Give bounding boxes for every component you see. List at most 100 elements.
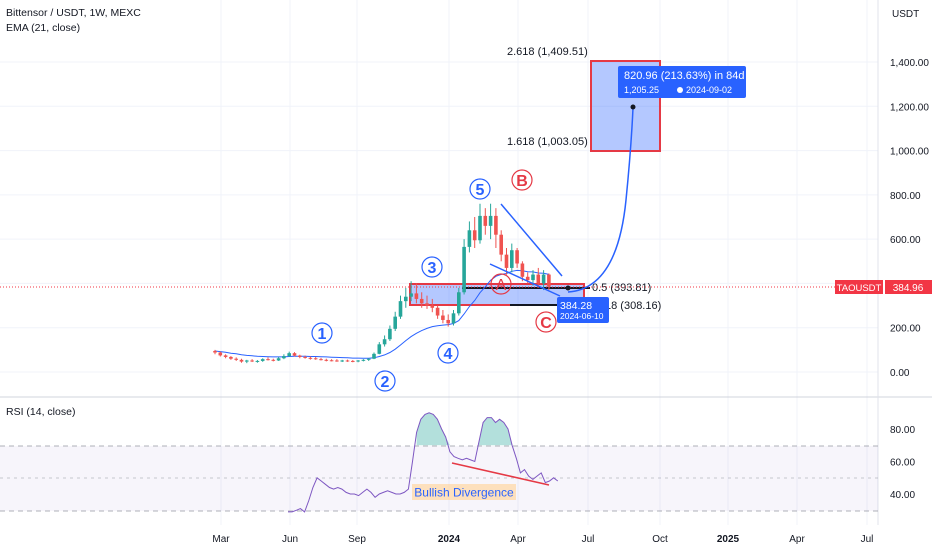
candle-body <box>292 353 297 356</box>
current-tag-date: 2024-06-10 <box>560 311 604 321</box>
time-tick-label: Jun <box>282 534 298 545</box>
candle-body <box>234 358 238 360</box>
price-axis: 0.00200.00400.00600.00800.001,000.001,20… <box>890 58 929 379</box>
fib-label-05: 0.5 (393.81) <box>592 282 651 294</box>
svg-text:2: 2 <box>381 374 390 391</box>
price-tick-label: 600.00 <box>890 235 921 246</box>
time-tick-label: Apr <box>789 534 805 545</box>
candle-body <box>393 316 397 329</box>
candle-body <box>494 215 498 235</box>
time-axis: Mar Jun Sep 2024 Apr Jul Oct 2025 Apr Jul <box>212 534 873 545</box>
price-tick-label: 1,400.00 <box>890 58 929 69</box>
fib-label-1618: 1.618 (1,003.05) <box>507 136 588 148</box>
candle-body <box>255 360 260 362</box>
candle-body <box>467 230 472 247</box>
candle-body <box>324 359 329 361</box>
current-price-tag <box>557 297 609 323</box>
svg-text:A: A <box>496 277 507 294</box>
svg-text:5: 5 <box>476 182 485 199</box>
time-tick-label: Jul <box>582 534 595 545</box>
candle-body <box>335 360 339 362</box>
wave-label-5[interactable]: 5 <box>469 178 491 200</box>
candle-body <box>547 274 551 287</box>
rsi-line <box>288 412 559 513</box>
wave-label-a[interactable]: A <box>490 273 512 295</box>
candle-body <box>351 360 355 362</box>
rsi-tick-label: 60.00 <box>890 458 915 469</box>
candle-body <box>287 353 291 357</box>
price-tick-label: 800.00 <box>890 191 921 202</box>
time-tick-label: Mar <box>212 534 230 545</box>
candle-body <box>541 274 546 284</box>
divergence-label-bg <box>412 484 516 500</box>
candle-body <box>377 344 382 354</box>
price-tick-label: 200.00 <box>890 324 921 335</box>
wave-label-3[interactable]: 3 <box>421 256 443 278</box>
candle-body <box>313 358 318 360</box>
wedge-lower-line[interactable] <box>489 263 561 297</box>
candle-body <box>398 301 403 317</box>
time-tick-label: 2024 <box>438 534 461 545</box>
time-tick-label: Jul <box>861 534 874 545</box>
wave-label-4[interactable]: 4 <box>437 342 459 364</box>
price-tick-label: 0.00 <box>890 368 910 379</box>
candle-body <box>451 313 456 324</box>
clock-icon <box>677 87 683 93</box>
wave-label-1[interactable]: 1 <box>311 322 333 344</box>
candle-body <box>472 230 477 241</box>
ema-indicator-label[interactable]: EMA (21, close) <box>6 22 80 34</box>
candle-body <box>361 359 366 361</box>
time-tick-label: Oct <box>652 534 668 545</box>
divergence-label: Bullish Divergence <box>414 486 514 500</box>
divergence-line[interactable] <box>451 462 550 486</box>
candle-body <box>435 307 440 316</box>
projection-tooltip-line1: 820.96 (213.63%) in 84d <box>624 70 744 82</box>
candle-body <box>308 357 313 359</box>
projection-end-point <box>630 104 636 110</box>
candle-body <box>245 360 249 362</box>
candle-body <box>356 360 360 362</box>
candle-body <box>504 254 509 268</box>
candle-body <box>372 353 376 359</box>
projection-start-point <box>565 285 571 291</box>
wave-label-b[interactable]: B <box>511 169 533 191</box>
candle-body <box>488 215 493 226</box>
price-tick-label: 1,200.00 <box>890 102 929 113</box>
wave-label-2[interactable]: 2 <box>374 370 396 392</box>
candle-body <box>345 360 350 362</box>
svg-text:4: 4 <box>444 346 453 363</box>
candle-body <box>382 339 387 345</box>
candle-body <box>218 352 223 356</box>
current-tag-value: 384.28 <box>560 300 592 312</box>
svg-text:B: B <box>516 173 528 190</box>
candle-body <box>510 250 514 268</box>
svg-text:1: 1 <box>318 326 327 343</box>
price-tick-label: 1,000.00 <box>890 147 929 158</box>
projection-arc[interactable] <box>567 107 634 293</box>
candle-body <box>430 305 435 308</box>
svg-text:C: C <box>540 315 552 332</box>
time-tick-label: Sep <box>348 534 366 545</box>
rsi-tick-label: 80.00 <box>890 425 915 436</box>
rsi-axis: 40.00 60.00 80.00 <box>890 425 915 501</box>
candle-body <box>478 215 482 241</box>
candle-body <box>441 315 445 320</box>
candle-body <box>414 293 419 299</box>
svg-text:3: 3 <box>428 260 437 277</box>
candle-body <box>536 274 541 284</box>
rsi-indicator-label[interactable]: RSI (14, close) <box>6 406 75 418</box>
candle-body <box>213 350 217 353</box>
symbol-badge-text: TAOUSDT <box>837 283 882 294</box>
candle-body <box>520 263 525 277</box>
candle-body <box>229 356 233 359</box>
wedge-upper-line[interactable] <box>500 203 563 277</box>
last-price-text: 384.96 <box>893 283 924 294</box>
time-tick-label: Apr <box>510 534 526 545</box>
wave-label-c[interactable]: C <box>535 311 557 333</box>
fib-label-0618: 18 (308.16) <box>605 300 661 312</box>
candle-body <box>239 359 244 362</box>
candle-body <box>223 355 228 357</box>
candle-body <box>340 360 344 362</box>
candle-body <box>303 356 307 358</box>
